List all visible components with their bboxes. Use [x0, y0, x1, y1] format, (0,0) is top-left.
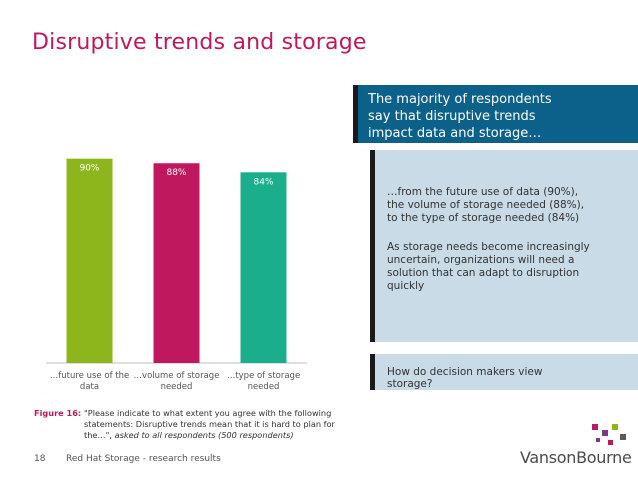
category-label: needed	[161, 382, 193, 392]
bar	[240, 172, 287, 363]
logo-square	[612, 424, 618, 430]
logo-square	[620, 434, 626, 440]
bar-value-label: 90%	[79, 164, 99, 174]
insight-paragraph-1: …from the future use of data (90%), the …	[387, 186, 585, 224]
bar	[66, 158, 113, 363]
bar	[153, 163, 200, 363]
next-question-panel: How do decision makers view storage?	[370, 354, 638, 390]
figure-question: "Please indicate to what extent you agre…	[84, 408, 336, 441]
logo-square	[596, 438, 600, 442]
insight-paragraph-2: As storage needs become increasingly unc…	[387, 241, 590, 292]
insight-panel: …from the future use of data (90%), the …	[370, 150, 638, 342]
page-title: Disruptive trends and storage	[32, 30, 367, 55]
category-label: …future use of the	[50, 371, 129, 381]
footer-text: Red Hat Storage - research results	[66, 454, 221, 464]
next-question-text: How do decision makers view storage?	[387, 366, 543, 390]
page-number: 18	[34, 454, 46, 464]
bar-value-label: 88%	[166, 168, 186, 178]
category-label: data	[80, 382, 99, 392]
logo-mark-icon	[592, 424, 626, 445]
key-finding-callout: The majority of respondents say that dis…	[353, 85, 638, 143]
category-label: …volume of storage	[134, 371, 220, 381]
logo-square	[602, 430, 608, 436]
figure-number: Figure 16:	[34, 408, 82, 418]
logo-square	[592, 424, 598, 430]
logo: VansonBourne	[520, 448, 632, 467]
key-finding-text: The majority of respondents say that dis…	[368, 92, 552, 141]
category-label: …type of storage	[227, 371, 300, 381]
figure-question-text: "Please indicate to what extent you agre…	[84, 408, 335, 440]
figure-base: asked to all respondents (500 respondent…	[112, 430, 294, 440]
category-label: needed	[248, 382, 280, 392]
bar-value-label: 84%	[253, 177, 273, 187]
logo-square	[608, 440, 613, 445]
